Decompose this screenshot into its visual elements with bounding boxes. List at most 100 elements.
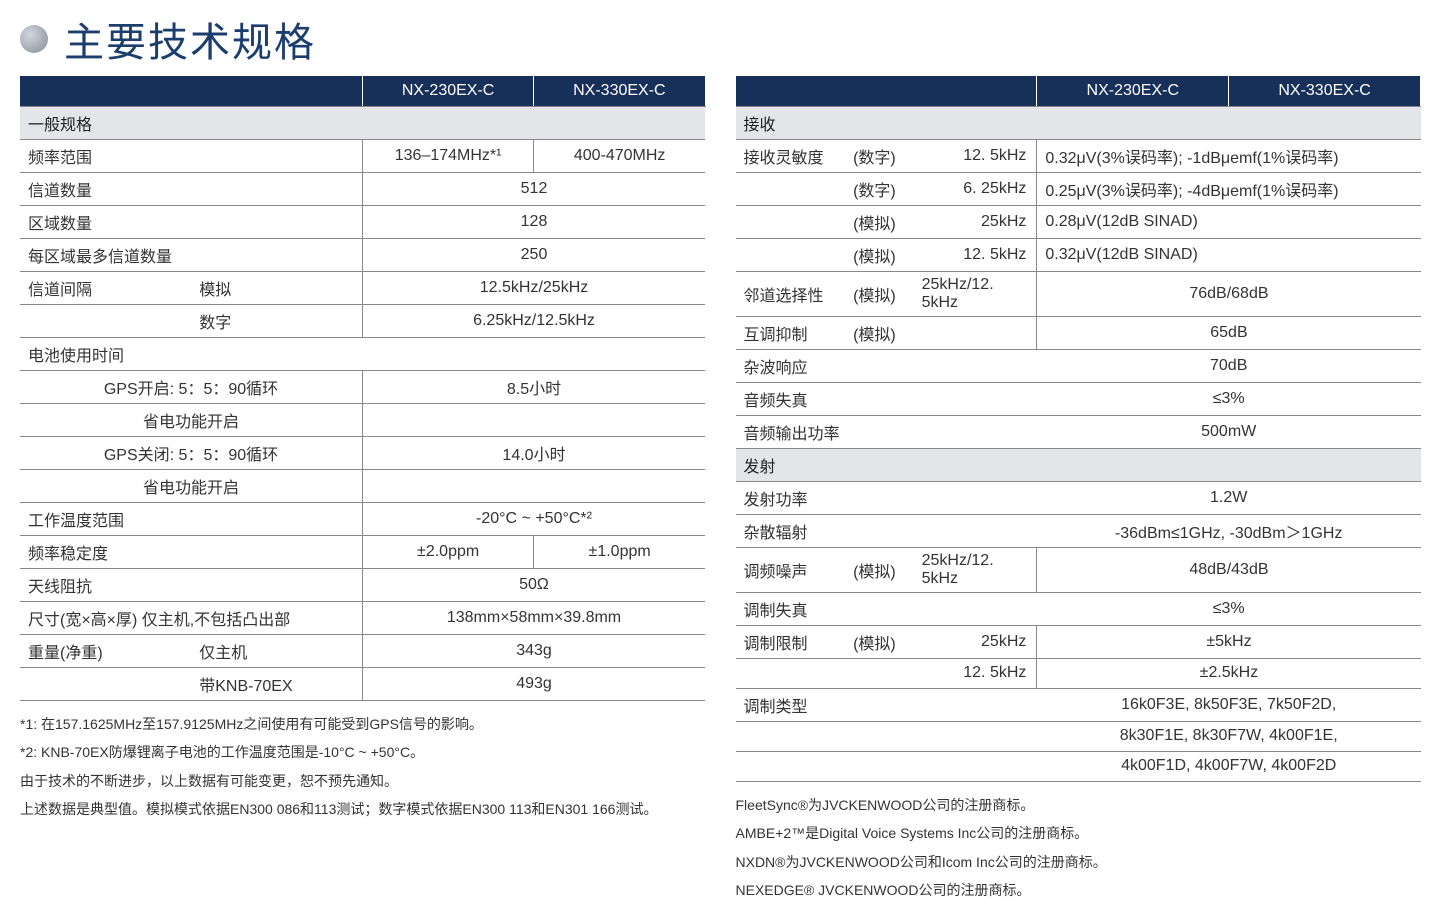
cell: 8k30F1E, 8k30F7W, 4k00F1E, <box>1037 721 1421 751</box>
cell: 4k00F1D, 4k00F7W, 4k00F2D <box>1037 751 1421 781</box>
table-row: (数字) 6. 25kHz 0.25μV(3%误码率); -4dBμemf(1%… <box>736 172 1421 205</box>
left-footnotes: *1: 在157.1625MHz至157.9125MHz之间使用有可能受到GPS… <box>20 711 706 823</box>
trademark-note: NEXEDGE® JVCKENWOOD公司的注册商标。 <box>736 877 1422 904</box>
table-row: 每区域最多信道数量 250 <box>20 238 705 271</box>
row-sublabel: 模拟 <box>191 271 362 304</box>
cell: 50Ω <box>363 568 706 601</box>
row-label: 杂散辐射 <box>736 514 1037 547</box>
table-row: 杂散辐射 -36dBm≤1GHz, -30dBm＞1GHz <box>736 514 1421 547</box>
row-label: 信道间隔 <box>20 271 191 304</box>
section-general: 一般规格 <box>20 106 705 139</box>
bw-label: 25kHz/12. 5kHz <box>914 547 1037 592</box>
table-row: GPS关闭: 5：5：90循环 14.0小时 <box>20 436 705 469</box>
table-row: 调频噪声 (模拟) 25kHz/12. 5kHz 48dB/43dB <box>736 547 1421 592</box>
cell: 0.25μV(3%误码率); -4dBμemf(1%误码率) <box>1037 172 1421 205</box>
table-row: 信道数量 512 <box>20 172 705 205</box>
footnote: *2: KNB-70EX防爆锂离子电池的工作温度范围是-10°C ~ +50°C… <box>20 739 706 766</box>
bw-label: 25kHz <box>914 625 1037 658</box>
cell: 400-470MHz <box>534 139 705 172</box>
table-row: 尺寸(宽×高×厚) 仅主机,不包括凸出部 138mm×58mm×39.8mm <box>20 601 705 634</box>
model-b-header: NX-330EX-C <box>1229 76 1421 106</box>
table-row: 频率稳定度 ±2.0ppm ±1.0ppm <box>20 535 705 568</box>
table-row: 省电功能开启 <box>20 403 705 436</box>
mode-label: (模拟) <box>845 547 914 592</box>
table-row: 省电功能开启 <box>20 469 705 502</box>
cell: ±2.5kHz <box>1037 658 1421 688</box>
row-label: 调频噪声 <box>736 547 846 592</box>
page-title: 主要技术规格 <box>64 10 316 68</box>
table-row: 发射功率 1.2W <box>736 481 1421 514</box>
table-header-row: NX-230EX-C NX-330EX-C <box>736 76 1421 106</box>
cell: 14.0小时 <box>363 436 706 469</box>
table-row: 音频失真 ≤3% <box>736 382 1421 415</box>
left-column: NX-230EX-C NX-330EX-C 一般规格 频率范围 136–174M… <box>20 76 706 906</box>
table-row: 4k00F1D, 4k00F7W, 4k00F2D <box>736 751 1421 781</box>
cell: ±5kHz <box>1037 625 1421 658</box>
cell: 343g <box>363 634 706 667</box>
table-row: 邻道选择性 (模拟) 25kHz/12. 5kHz 76dB/68dB <box>736 271 1421 316</box>
table-row: 重量(净重) 仅主机 343g <box>20 634 705 667</box>
row-sublabel: GPS关闭: 5：5：90循环 <box>20 436 363 469</box>
right-footnotes: FleetSync®为JVCKENWOOD公司的注册商标。 AMBE+2™是Di… <box>736 792 1422 904</box>
row-label: 信道数量 <box>20 172 363 205</box>
cell: 76dB/68dB <box>1037 271 1421 316</box>
cell: 0.32μV(12dB SINAD) <box>1037 238 1421 271</box>
row-label: 音频失真 <box>736 382 1037 415</box>
cell: 0.32μV(3%误码率); -1dBμemf(1%误码率) <box>1037 139 1421 172</box>
cell: 136–174MHz*¹ <box>363 139 534 172</box>
table-row: 接收灵敏度 (数字) 12. 5kHz 0.32μV(3%误码率); -1dBμ… <box>736 139 1421 172</box>
row-sublabel: GPS开启: 5：5：90循环 <box>20 370 363 403</box>
general-spec-table: NX-230EX-C NX-330EX-C 一般规格 频率范围 136–174M… <box>20 76 706 701</box>
table-row: 天线阻抗 50Ω <box>20 568 705 601</box>
row-label: 音频输出功率 <box>736 415 1037 448</box>
section-label: 接收 <box>736 106 1421 139</box>
bw-label: 12. 5kHz <box>914 658 1037 688</box>
trademark-note: NXDN®为JVCKENWOOD公司和Icom Inc公司的注册商标。 <box>736 849 1422 876</box>
row-label: 发射功率 <box>736 481 1037 514</box>
bw-label: 25kHz/12. 5kHz <box>914 271 1037 316</box>
cell: 128 <box>363 205 706 238</box>
cell: 70dB <box>1037 349 1421 382</box>
cell: -20°C ~ +50°C*² <box>363 502 706 535</box>
row-sublabel: 带KNB-70EX <box>191 667 362 700</box>
rx-tx-spec-table: NX-230EX-C NX-330EX-C 接收 接收灵敏度 (数字) 12. … <box>736 76 1422 782</box>
mode-label: (模拟) <box>845 625 914 658</box>
header-blank <box>20 76 363 106</box>
cell: 500mW <box>1037 415 1421 448</box>
bw-label: 6. 25kHz <box>914 172 1037 205</box>
bw-label: 12. 5kHz <box>914 238 1037 271</box>
cell: 138mm×58mm×39.8mm <box>363 601 706 634</box>
mode-label: (数字) <box>845 139 914 172</box>
cell: 250 <box>363 238 706 271</box>
cell: 48dB/43dB <box>1037 547 1421 592</box>
bw-label: 25kHz <box>914 205 1037 238</box>
header-blank <box>736 76 1037 106</box>
logo-icon <box>20 25 48 53</box>
row-label: 调制类型 <box>736 688 1037 721</box>
row-label: 尺寸(宽×高×厚) 仅主机,不包括凸出部 <box>20 601 363 634</box>
cell: 0.28μV(12dB SINAD) <box>1037 205 1421 238</box>
table-row: 杂波响应 70dB <box>736 349 1421 382</box>
table-row: (模拟) 25kHz 0.28μV(12dB SINAD) <box>736 205 1421 238</box>
table-row: 带KNB-70EX 493g <box>20 667 705 700</box>
table-row: 调制失真 ≤3% <box>736 592 1421 625</box>
mode-label: (模拟) <box>845 316 914 349</box>
cell: 65dB <box>1037 316 1421 349</box>
table-row: 互调抑制 (模拟) 65dB <box>736 316 1421 349</box>
footnote: 上述数据是典型值。模拟模式依据EN300 086和113测试；数字模式依据EN3… <box>20 796 706 823</box>
model-a-header: NX-230EX-C <box>1037 76 1229 106</box>
row-label: 频率范围 <box>20 139 363 172</box>
section-label: 发射 <box>736 448 1421 481</box>
row-sublabel: 省电功能开启 <box>20 403 363 436</box>
footnote: *1: 在157.1625MHz至157.9125MHz之间使用有可能受到GPS… <box>20 711 706 738</box>
table-header-row: NX-230EX-C NX-330EX-C <box>20 76 705 106</box>
row-sublabel: 数字 <box>191 304 362 337</box>
row-label: 频率稳定度 <box>20 535 363 568</box>
cell: 6.25kHz/12.5kHz <box>363 304 706 337</box>
row-label: 每区域最多信道数量 <box>20 238 363 271</box>
trademark-note: AMBE+2™是Digital Voice Systems Inc公司的注册商标… <box>736 820 1422 847</box>
cell: 1.2W <box>1037 481 1421 514</box>
table-row: 数字 6.25kHz/12.5kHz <box>20 304 705 337</box>
table-row: 频率范围 136–174MHz*¹ 400-470MHz <box>20 139 705 172</box>
bw-label: 12. 5kHz <box>914 139 1037 172</box>
